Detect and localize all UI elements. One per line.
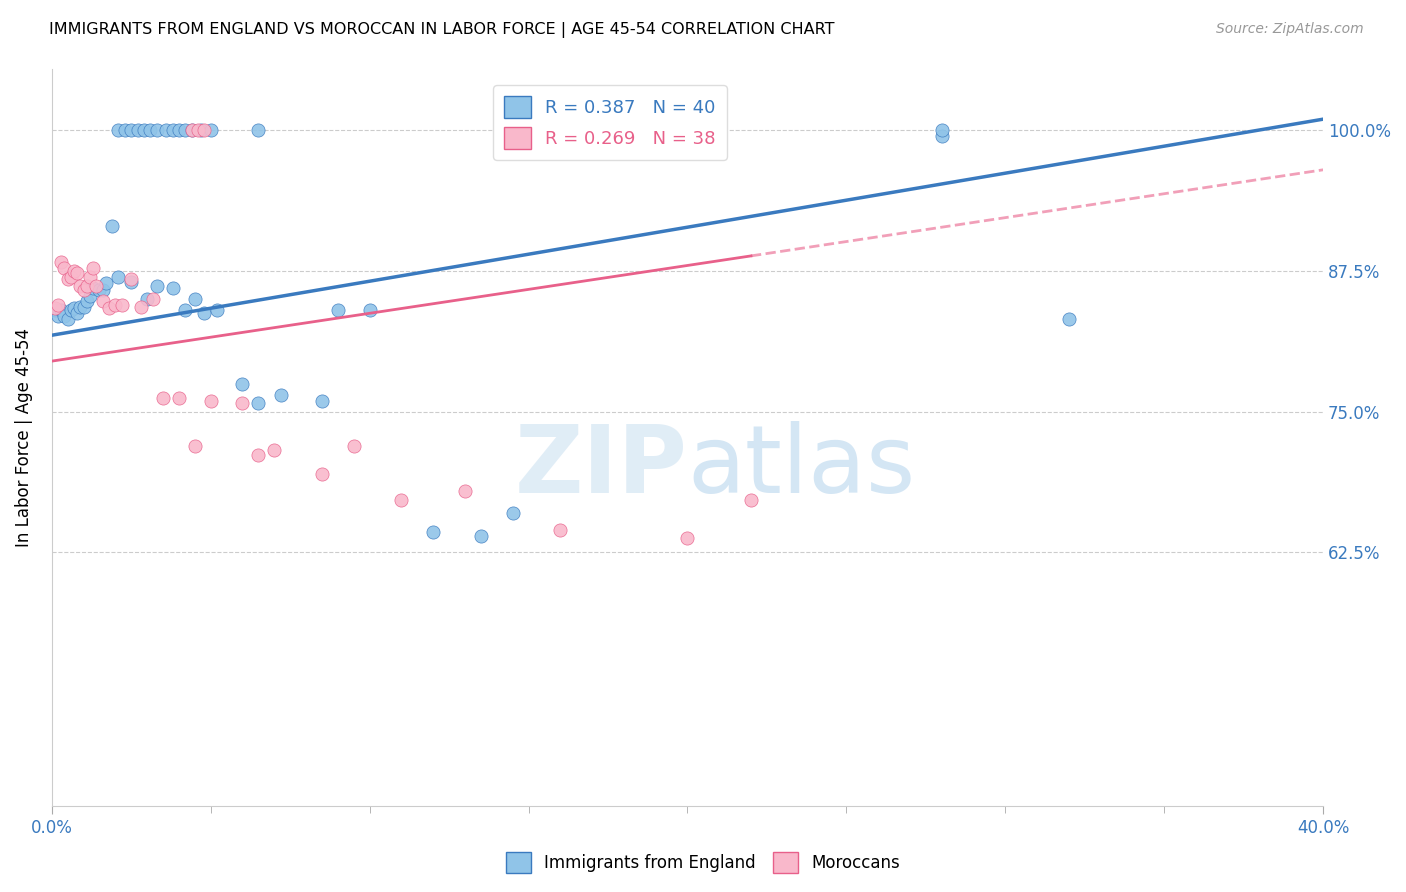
Point (200, 123, 222, 137)
Text: Source: ZipAtlas.com: Source: ZipAtlas.com (1216, 22, 1364, 37)
Point (454, 483, 477, 498)
Point (550, 523, 572, 537)
Point (193, 123, 215, 137)
Point (343, 438, 366, 452)
Point (167, 123, 190, 137)
Point (72, 300, 94, 314)
Point (184, 438, 207, 452)
Point (63, 264, 86, 278)
Point (44, 303, 66, 318)
Point (162, 123, 184, 137)
Point (139, 123, 162, 137)
Point (193, 306, 215, 320)
Point (931, 123, 953, 137)
Point (502, 506, 524, 520)
Point (69, 278, 91, 293)
Point (187, 123, 209, 137)
Point (72, 283, 94, 297)
Legend: Immigrants from England, Moroccans: Immigrants from England, Moroccans (499, 846, 907, 880)
Point (82, 281, 104, 295)
Point (931, 129, 953, 144)
Point (59, 303, 82, 318)
Point (180, 123, 202, 137)
Point (66, 266, 89, 280)
Point (311, 467, 333, 481)
Point (101, 219, 124, 233)
Point (676, 531, 699, 545)
Point (145, 123, 167, 137)
Point (76, 278, 98, 293)
Point (107, 123, 129, 137)
Point (84, 278, 107, 293)
Point (174, 123, 197, 137)
Point (359, 303, 381, 318)
Point (129, 300, 152, 314)
Point (51, 303, 73, 318)
Point (205, 303, 228, 318)
Point (136, 292, 159, 306)
Point (127, 123, 149, 137)
Point (155, 123, 177, 137)
Point (120, 123, 142, 137)
Text: ZIP: ZIP (515, 421, 688, 513)
Point (311, 393, 333, 408)
Point (114, 123, 136, 137)
Point (470, 528, 492, 542)
Point (89, 283, 111, 297)
Point (111, 298, 134, 312)
Point (142, 292, 165, 306)
Y-axis label: In Labor Force | Age 45-54: In Labor Force | Age 45-54 (15, 327, 32, 547)
Point (247, 123, 270, 137)
Point (76, 294, 98, 309)
Point (97, 301, 120, 316)
Point (180, 123, 202, 137)
Point (422, 525, 444, 540)
Point (94, 277, 117, 291)
Point (389, 492, 412, 507)
Point (174, 303, 197, 318)
Point (190, 123, 212, 137)
Point (167, 391, 190, 405)
Point (79, 289, 101, 303)
Point (69, 300, 91, 314)
Point (247, 448, 270, 462)
Point (200, 393, 222, 408)
Point (152, 391, 174, 405)
Point (82, 260, 104, 275)
Point (63, 301, 86, 316)
Point (145, 278, 167, 293)
Point (56, 272, 79, 286)
Text: atlas: atlas (688, 421, 915, 513)
Point (270, 388, 292, 402)
Point (59, 269, 82, 284)
Point (231, 396, 253, 410)
Point (107, 269, 129, 284)
Point (326, 303, 349, 318)
Point (231, 376, 253, 391)
Point (184, 292, 207, 306)
Point (740, 492, 762, 507)
Point (44, 301, 66, 316)
Point (46, 298, 69, 312)
Point (79, 269, 101, 284)
Point (91, 294, 114, 309)
Point (132, 123, 155, 137)
Point (56, 312, 79, 326)
Point (162, 281, 184, 295)
Point (46, 309, 69, 323)
Point (66, 306, 89, 320)
Point (247, 396, 270, 410)
Legend: R = 0.387   N = 40, R = 0.269   N = 38: R = 0.387 N = 40, R = 0.269 N = 38 (494, 85, 727, 160)
Point (263, 443, 285, 458)
Point (104, 298, 127, 312)
Point (120, 272, 142, 286)
Point (1057, 312, 1080, 326)
Text: IMMIGRANTS FROM ENGLAND VS MOROCCAN IN LABOR FORCE | AGE 45-54 CORRELATION CHART: IMMIGRANTS FROM ENGLAND VS MOROCCAN IN L… (49, 22, 835, 38)
Point (120, 276, 142, 290)
Point (51, 255, 73, 269)
Point (91, 283, 114, 297)
Point (53, 309, 76, 323)
Point (53, 260, 76, 275)
